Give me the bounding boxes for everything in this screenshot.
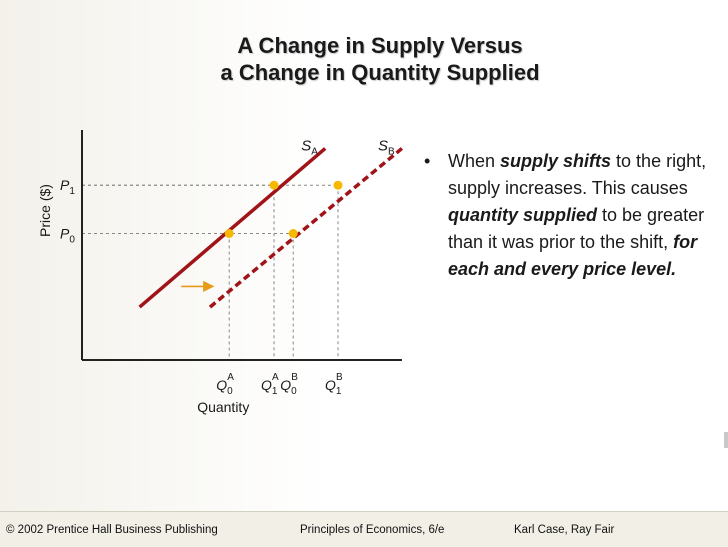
bullet-emphasis-quantity-supplied: quantity supplied bbox=[448, 205, 598, 225]
supply-curve-label-a: SA bbox=[301, 137, 318, 157]
slide-title: A Change in Supply Versus a Change in Qu… bbox=[140, 32, 620, 86]
supply-curve-a bbox=[138, 147, 327, 309]
title-line-1: A Change in Supply Versus bbox=[237, 33, 523, 58]
x-tick-label-q0b: Q0 bbox=[280, 377, 297, 397]
x-axis-title: Quantity bbox=[197, 399, 249, 415]
footer-copyright: © 2002 Prentice Hall Business Publishing bbox=[6, 524, 218, 536]
x-tick-superscript: B bbox=[336, 372, 343, 383]
title-line-2: a Change in Quantity Supplied bbox=[220, 60, 540, 85]
x-tick-label-q1a: Q1 bbox=[261, 377, 278, 397]
bullet-text: When supply shifts to the right, supply … bbox=[448, 148, 708, 283]
footer-authors: Karl Case, Ray Fair bbox=[514, 524, 615, 536]
x-tick-superscript: B bbox=[291, 372, 298, 383]
bullet-text-part: to the right, supply increases. This cau… bbox=[448, 151, 707, 198]
footer-book-title: Principles of Economics, 6/e bbox=[300, 524, 445, 536]
equilibrium-point bbox=[269, 180, 279, 190]
x-tick-superscript: A bbox=[272, 372, 279, 383]
bullet-text-part: to be greater than it was prior to the s… bbox=[448, 205, 705, 252]
bullet-marker: • bbox=[424, 151, 431, 171]
bullet-emphasis-supply-shifts: supply shifts bbox=[500, 151, 612, 171]
equilibrium-point bbox=[224, 229, 234, 238]
scroll-indicator bbox=[724, 432, 728, 448]
supply-curve-b bbox=[208, 147, 404, 309]
y-axis-title: Price ($) bbox=[37, 184, 53, 237]
x-tick-label-q0a: Q0 bbox=[216, 377, 233, 397]
x-tick-superscript: A bbox=[227, 372, 234, 383]
equilibrium-point bbox=[288, 229, 298, 238]
supply-curve-label-b: SB bbox=[378, 137, 395, 157]
y-tick-label-p1: P1 bbox=[60, 177, 75, 197]
bullet-text-part: When bbox=[448, 151, 501, 171]
y-tick-label-p0: P0 bbox=[60, 226, 75, 246]
footer-bar: © 2002 Prentice Hall Business Publishing… bbox=[0, 511, 728, 547]
x-tick-label-q1b: Q1 bbox=[325, 377, 342, 397]
equilibrium-point bbox=[333, 180, 343, 190]
bullet-emphasis-every-price-level: for each and every price level. bbox=[448, 232, 698, 279]
